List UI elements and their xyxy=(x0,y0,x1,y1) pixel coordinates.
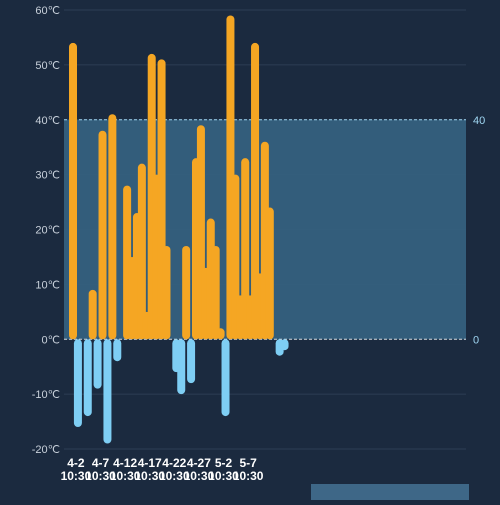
band-low-label: 0 xyxy=(473,334,479,346)
bar-positive xyxy=(137,163,146,340)
x-tick-label-date: 5-7 xyxy=(239,456,257,470)
bar-negative xyxy=(280,339,289,351)
y-tick-label: 10℃ xyxy=(35,279,60,291)
y-tick-label: 50℃ xyxy=(35,60,60,72)
y-tick-label: 60℃ xyxy=(35,5,60,17)
y-tick-label: 30℃ xyxy=(35,170,60,182)
x-tick-label-time: 10:30 xyxy=(233,469,264,483)
bar-positive xyxy=(211,245,220,340)
bar-positive xyxy=(88,289,97,340)
x-tick-label-time: 10:30 xyxy=(134,469,165,483)
zoom-slider-handle[interactable] xyxy=(311,484,469,500)
bar-negative xyxy=(73,339,82,428)
x-tick-label-date: 5-2 xyxy=(215,456,233,470)
x-tick-label-time: 10:30 xyxy=(159,469,190,483)
x-tick-label-time: 10:30 xyxy=(184,469,215,483)
bar-positive xyxy=(241,158,250,340)
y-tick-label: 20℃ xyxy=(35,225,60,237)
bar-positive xyxy=(216,328,225,340)
bar-negative xyxy=(187,339,196,384)
bar-positive xyxy=(182,245,191,340)
y-tick-label: -20℃ xyxy=(32,444,60,456)
bar-negative xyxy=(83,339,92,417)
bar-negative xyxy=(93,339,102,389)
bar-negative xyxy=(113,339,122,362)
y-tick-label: 0℃ xyxy=(42,334,60,346)
bar-positive xyxy=(162,245,171,340)
x-tick-label-date: 4-27 xyxy=(187,456,211,470)
x-tick-label-date: 4-12 xyxy=(113,456,137,470)
bar-positive xyxy=(265,207,274,340)
bar-positive xyxy=(108,114,117,340)
y-tick-label: 40℃ xyxy=(35,115,60,127)
y-tick-label: -10℃ xyxy=(32,389,60,401)
bar-negative xyxy=(221,339,230,417)
x-tick-label-date: 4-17 xyxy=(138,456,162,470)
bar-negative xyxy=(103,339,112,444)
x-tick-label-time: 10:30 xyxy=(208,469,239,483)
bar-positive xyxy=(251,42,260,340)
band-high-label: 40 xyxy=(473,115,485,127)
bar-negative xyxy=(177,339,186,395)
x-tick-label-date: 4-2 xyxy=(67,456,85,470)
bar-positive xyxy=(69,42,77,340)
x-tick-label-time: 10:30 xyxy=(61,469,92,483)
x-tick-label-date: 4-7 xyxy=(92,456,110,470)
x-tick-label-time: 10:30 xyxy=(85,469,116,483)
x-tick-label-date: 4-22 xyxy=(162,456,186,470)
x-tick-label-time: 10:30 xyxy=(110,469,141,483)
bar-positive xyxy=(98,130,107,340)
